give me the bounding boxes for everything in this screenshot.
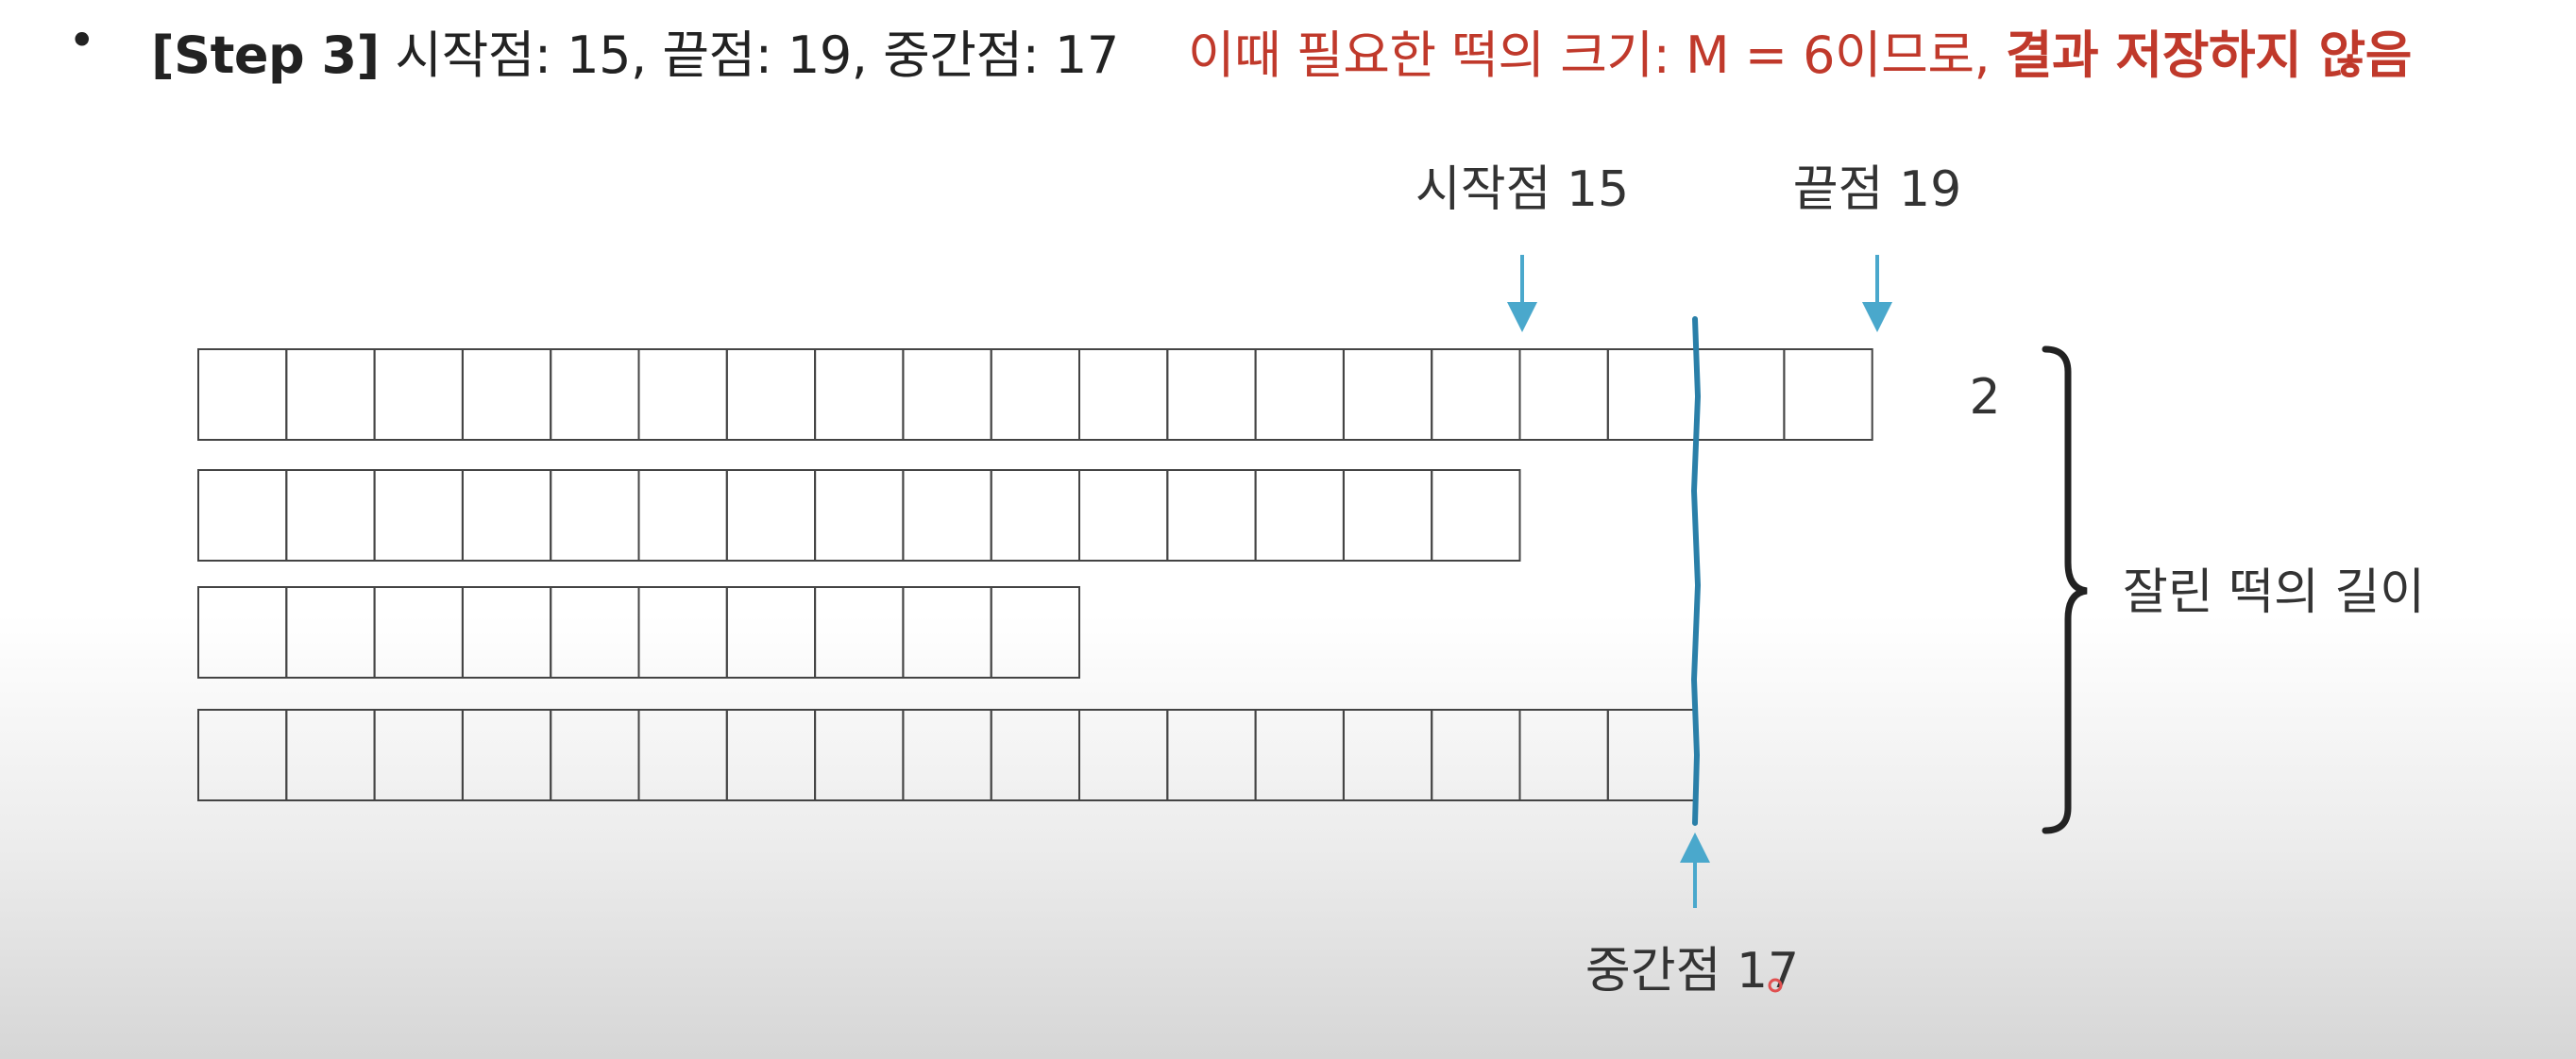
cut-length-label: 잘린 떡의 길이 [2123, 564, 2425, 621]
rice-cake-cell [1078, 709, 1169, 801]
rice-cake-cell [725, 469, 817, 562]
rice-cake-cell [1518, 709, 1609, 801]
rice-cake-cell [461, 348, 552, 441]
rice-cake-cell [990, 709, 1080, 801]
rice-cake-cell [1342, 709, 1433, 801]
header: • [Step 3] 시작점: 15, 끝점: 19, 중간점: 17 이때 필… [0, 0, 2576, 94]
rice-cake-cell [461, 709, 552, 801]
rice-cake-cell [637, 348, 728, 441]
rice-cake-cell [197, 348, 288, 441]
rice-cake-cell [902, 348, 992, 441]
rice-cake-cell [1783, 348, 1873, 441]
note-prefix: 이때 필요한 떡의 크기: M = 6이므로, [1188, 25, 2006, 85]
rice-cake-cell [990, 348, 1080, 441]
rice-cake-cell [285, 469, 376, 562]
rice-cake-cell [725, 348, 817, 441]
rice-cake-cell [285, 586, 376, 679]
rice-cake-cell [1431, 709, 1521, 801]
rice-cake-cell [550, 709, 640, 801]
rice-cake-cell [1078, 348, 1169, 441]
cursor-dot [1768, 978, 1783, 993]
rice-cake-cell [197, 709, 288, 801]
rice-cake-rows [197, 348, 1873, 801]
rice-cake-cell [637, 709, 728, 801]
rice-cake-cell [550, 348, 640, 441]
rice-cake-cell [637, 469, 728, 562]
rice-cake-cell [990, 469, 1080, 562]
result-note: 이때 필요한 떡의 크기: M = 6이므로, 결과 저장하지 않음 [1188, 13, 2412, 88]
rice-cake-cell [285, 709, 376, 801]
rice-cake-cell [197, 469, 288, 562]
rice-cake-cell [725, 586, 817, 679]
rice-cake-cell [1518, 348, 1609, 441]
start-point-label: 시작점 15 [1415, 161, 1629, 218]
rice-cake-cell [373, 348, 464, 441]
rice-cake-cell [1078, 469, 1169, 562]
rice-cake-cell [1431, 469, 1521, 562]
rice-cake-cell [1254, 469, 1345, 562]
rice-cake-cell [550, 469, 640, 562]
rice-cake-cell [373, 586, 464, 679]
rice-cake-cell [461, 469, 552, 562]
rice-cake-cell [1254, 348, 1345, 441]
rice-cake-cell [1606, 709, 1698, 801]
step-description: [Step 3] 시작점: 15, 끝점: 19, 중간점: 17 [151, 13, 1119, 88]
rice-cake-cell [814, 709, 905, 801]
rice-cake-cell [725, 709, 817, 801]
bullet-point: • [68, 13, 96, 68]
rice-cake-cell [814, 469, 905, 562]
cut-line [1690, 316, 1702, 826]
rice-cake-row [197, 348, 1873, 441]
rice-cake-cell [1431, 348, 1521, 441]
rice-cake-cell [902, 586, 992, 679]
rice-cake-cell [637, 586, 728, 679]
step-tag: [Step 3] [151, 25, 380, 85]
note-result: 결과 저장하지 않음 [2005, 25, 2413, 85]
rice-cake-cell [1254, 709, 1345, 801]
rice-cake-cell [197, 586, 288, 679]
rice-cake-cell [1166, 469, 1257, 562]
rice-cake-cell [1166, 709, 1257, 801]
rice-cake-cell [285, 348, 376, 441]
mid-point-label: 중간점 17 [1585, 943, 1799, 1000]
rice-cake-cell [902, 709, 992, 801]
rice-cake-cell [373, 709, 464, 801]
rice-cake-cell [1342, 348, 1433, 441]
rice-cake-row [197, 709, 1698, 801]
rice-cake-cell [1166, 348, 1257, 441]
step-values: 시작점: 15, 끝점: 19, 중간점: 17 [395, 25, 1119, 85]
rice-cake-row [197, 586, 1080, 679]
rice-cake-cell [990, 586, 1080, 679]
rice-cake-cell [1606, 348, 1698, 441]
rice-cake-cell [814, 586, 905, 679]
rice-cake-cell [1342, 469, 1433, 562]
rice-cake-row [197, 469, 1521, 562]
rice-cake-cell [550, 586, 640, 679]
rice-cake-cell [902, 469, 992, 562]
leftover-value: 2 [1969, 369, 2000, 426]
end-point-label: 끝점 19 [1793, 161, 1961, 218]
rice-cake-cell [814, 348, 905, 441]
rice-cake-cell [373, 469, 464, 562]
curly-brace [2042, 345, 2088, 834]
rice-cake-cell [461, 586, 552, 679]
rice-cake-cell [1695, 348, 1786, 441]
